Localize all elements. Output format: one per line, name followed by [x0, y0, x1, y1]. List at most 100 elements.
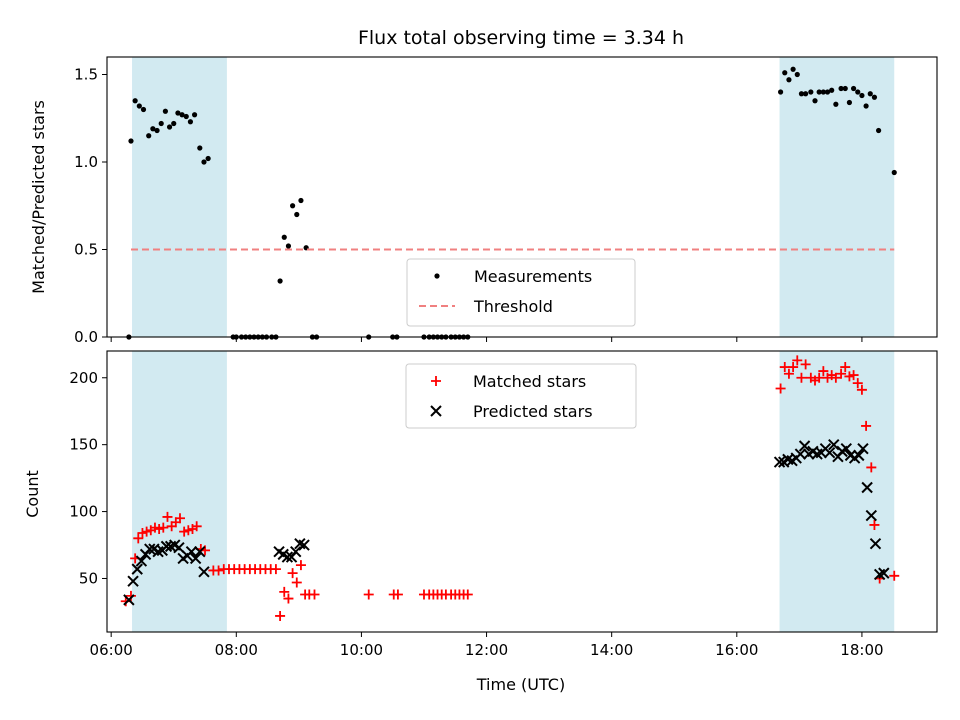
matched-star-point [796, 372, 807, 383]
measurement-point [867, 91, 873, 97]
measurement-point [777, 89, 784, 95]
measurement-point [794, 71, 800, 78]
x-tick-label: 16:00 [715, 641, 758, 659]
legend-label: Threshold [473, 297, 553, 316]
legend-label: Measurements [474, 267, 592, 286]
predicted-star-point [144, 543, 156, 555]
measurement-point [191, 112, 198, 118]
matched-star-point [270, 564, 281, 575]
measurement-point [179, 112, 185, 118]
y-tick-label: 50 [79, 569, 98, 587]
matched-star-point [191, 521, 202, 532]
measurement-point [859, 92, 865, 99]
matched-star-point [392, 589, 403, 600]
y-tick-label: 0.0 [74, 328, 98, 346]
measurement-point [812, 98, 818, 104]
matched-star-point [814, 372, 825, 383]
matched-star-point [283, 593, 294, 604]
measurement-point [146, 133, 152, 139]
x-tick-label: 12:00 [465, 641, 508, 659]
predicted-star-point [123, 594, 135, 606]
y-tick-label: 1.5 [74, 66, 98, 84]
legend-swatch [430, 405, 442, 417]
matched-star-point [162, 511, 173, 522]
matched-star-point [363, 589, 374, 600]
predicted-star-point [828, 438, 840, 451]
measurement-point [175, 110, 181, 116]
matched-star-point [133, 533, 144, 544]
y-tick-label: 1.0 [74, 153, 98, 171]
predicted-star-point [840, 442, 852, 455]
count-panel-ylabel: Count [23, 470, 42, 518]
count-panel-frame [106, 350, 938, 633]
measurement-point [808, 89, 814, 95]
predicted-star-point [194, 546, 206, 558]
predicted-star-point [869, 537, 882, 550]
measurement-point [166, 124, 173, 130]
measurement-point [294, 211, 300, 218]
matched-star-point [866, 462, 877, 473]
count-panel: 50 100 150 200 06:00 08:00 10:00 12:00 14:00 16:0… [23, 350, 938, 659]
matched-star-point [792, 355, 803, 366]
matched-star-point [836, 368, 847, 379]
y-tick-label: 150 [69, 436, 98, 454]
matched-star-point [840, 362, 851, 373]
measurement-point [201, 159, 207, 165]
measurement-point [171, 120, 177, 127]
predicted-star-point [798, 440, 811, 452]
matched-star-point [275, 610, 286, 621]
measurement-point [876, 127, 882, 134]
chart-title: Flux total observing time = 3.34 h [358, 27, 684, 49]
matched-star-point [158, 522, 169, 533]
measurement-point [871, 94, 878, 100]
measurement-point [285, 243, 292, 249]
matched-star-point [783, 368, 794, 379]
predicted-star-point [198, 566, 210, 578]
measurement-point [154, 127, 160, 134]
measurement-point [891, 169, 897, 176]
y-tick-label: 200 [69, 369, 98, 387]
observing-period-shade [779, 57, 895, 337]
measurement-point [136, 103, 142, 109]
measurement-point [183, 113, 189, 120]
measurement-point [838, 85, 844, 92]
matched-star-point [295, 560, 306, 571]
predicted-star-point [281, 551, 294, 563]
measurement-point [855, 89, 861, 95]
measurement-point [140, 106, 147, 113]
predicted-star-point [853, 449, 865, 462]
predicted-star-point [773, 456, 786, 468]
measurement-point [132, 98, 138, 104]
measurement-point [150, 126, 156, 132]
legend-box [406, 258, 636, 327]
y-tick-label: 100 [69, 503, 98, 521]
measurement-point [786, 77, 792, 83]
matched-star-point [775, 383, 786, 394]
measurement-point [863, 103, 869, 109]
measurement-point [846, 99, 853, 106]
matched-star-point [852, 378, 863, 389]
x-tick-label: 10:00 [340, 641, 383, 659]
predicted-star-point [857, 442, 869, 455]
measurement-point [829, 87, 835, 93]
x-tick-label: 08:00 [215, 641, 258, 659]
ratio-panel: 0.0 0.5 1.0 1.5 Matched/Predicted stars Mea… [29, 56, 938, 346]
predicted-star-point [794, 448, 807, 460]
observing-period-shade [132, 57, 227, 337]
measurement-point [162, 108, 168, 114]
predicted-star-point [861, 481, 873, 494]
measurement-point [158, 120, 164, 127]
predicted-star-point [131, 563, 143, 575]
matched-star-point [856, 384, 867, 395]
ratio-panel-ylabel: Matched/Predicted stars [29, 100, 48, 294]
predicted-star-point [189, 552, 202, 565]
legend-label: Predicted stars [473, 402, 593, 421]
measurement-point [277, 278, 283, 284]
matched-star-point [291, 577, 302, 588]
predicted-star-point [290, 546, 302, 558]
matched-star-point [279, 586, 290, 597]
predicted-star-point [865, 509, 878, 522]
matched-star-point [779, 362, 790, 373]
measurement-point [798, 91, 805, 97]
predicted-star-point [135, 555, 148, 567]
